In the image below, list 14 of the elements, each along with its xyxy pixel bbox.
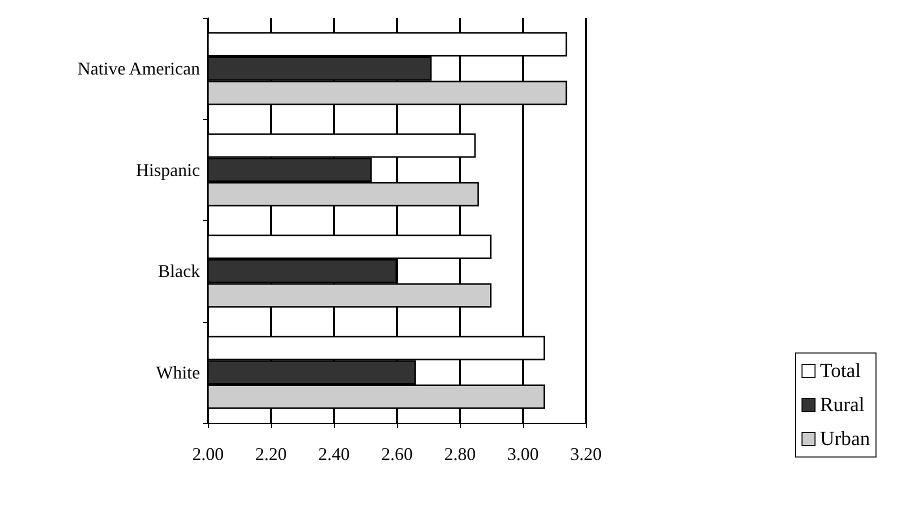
x-tick-label: 2.40 [318,444,350,464]
legend-label: Rural [820,394,865,416]
x-tick-label: 2.60 [381,444,413,464]
x-tick-label: 3.00 [507,444,539,464]
legend-label: Total [820,360,862,382]
x-tick-label: 3.20 [570,444,602,464]
y-tick-label: Hispanic [136,160,200,180]
y-tick-label: Black [158,261,200,282]
x-tick-label: 2.20 [255,444,287,464]
legend-label: Urban [820,428,870,450]
y-tick-label: White [156,362,200,382]
y-tick-label: Native American [78,58,200,79]
x-tick-label: 2.80 [444,444,476,464]
x-tick-label: 2.00 [192,444,224,464]
